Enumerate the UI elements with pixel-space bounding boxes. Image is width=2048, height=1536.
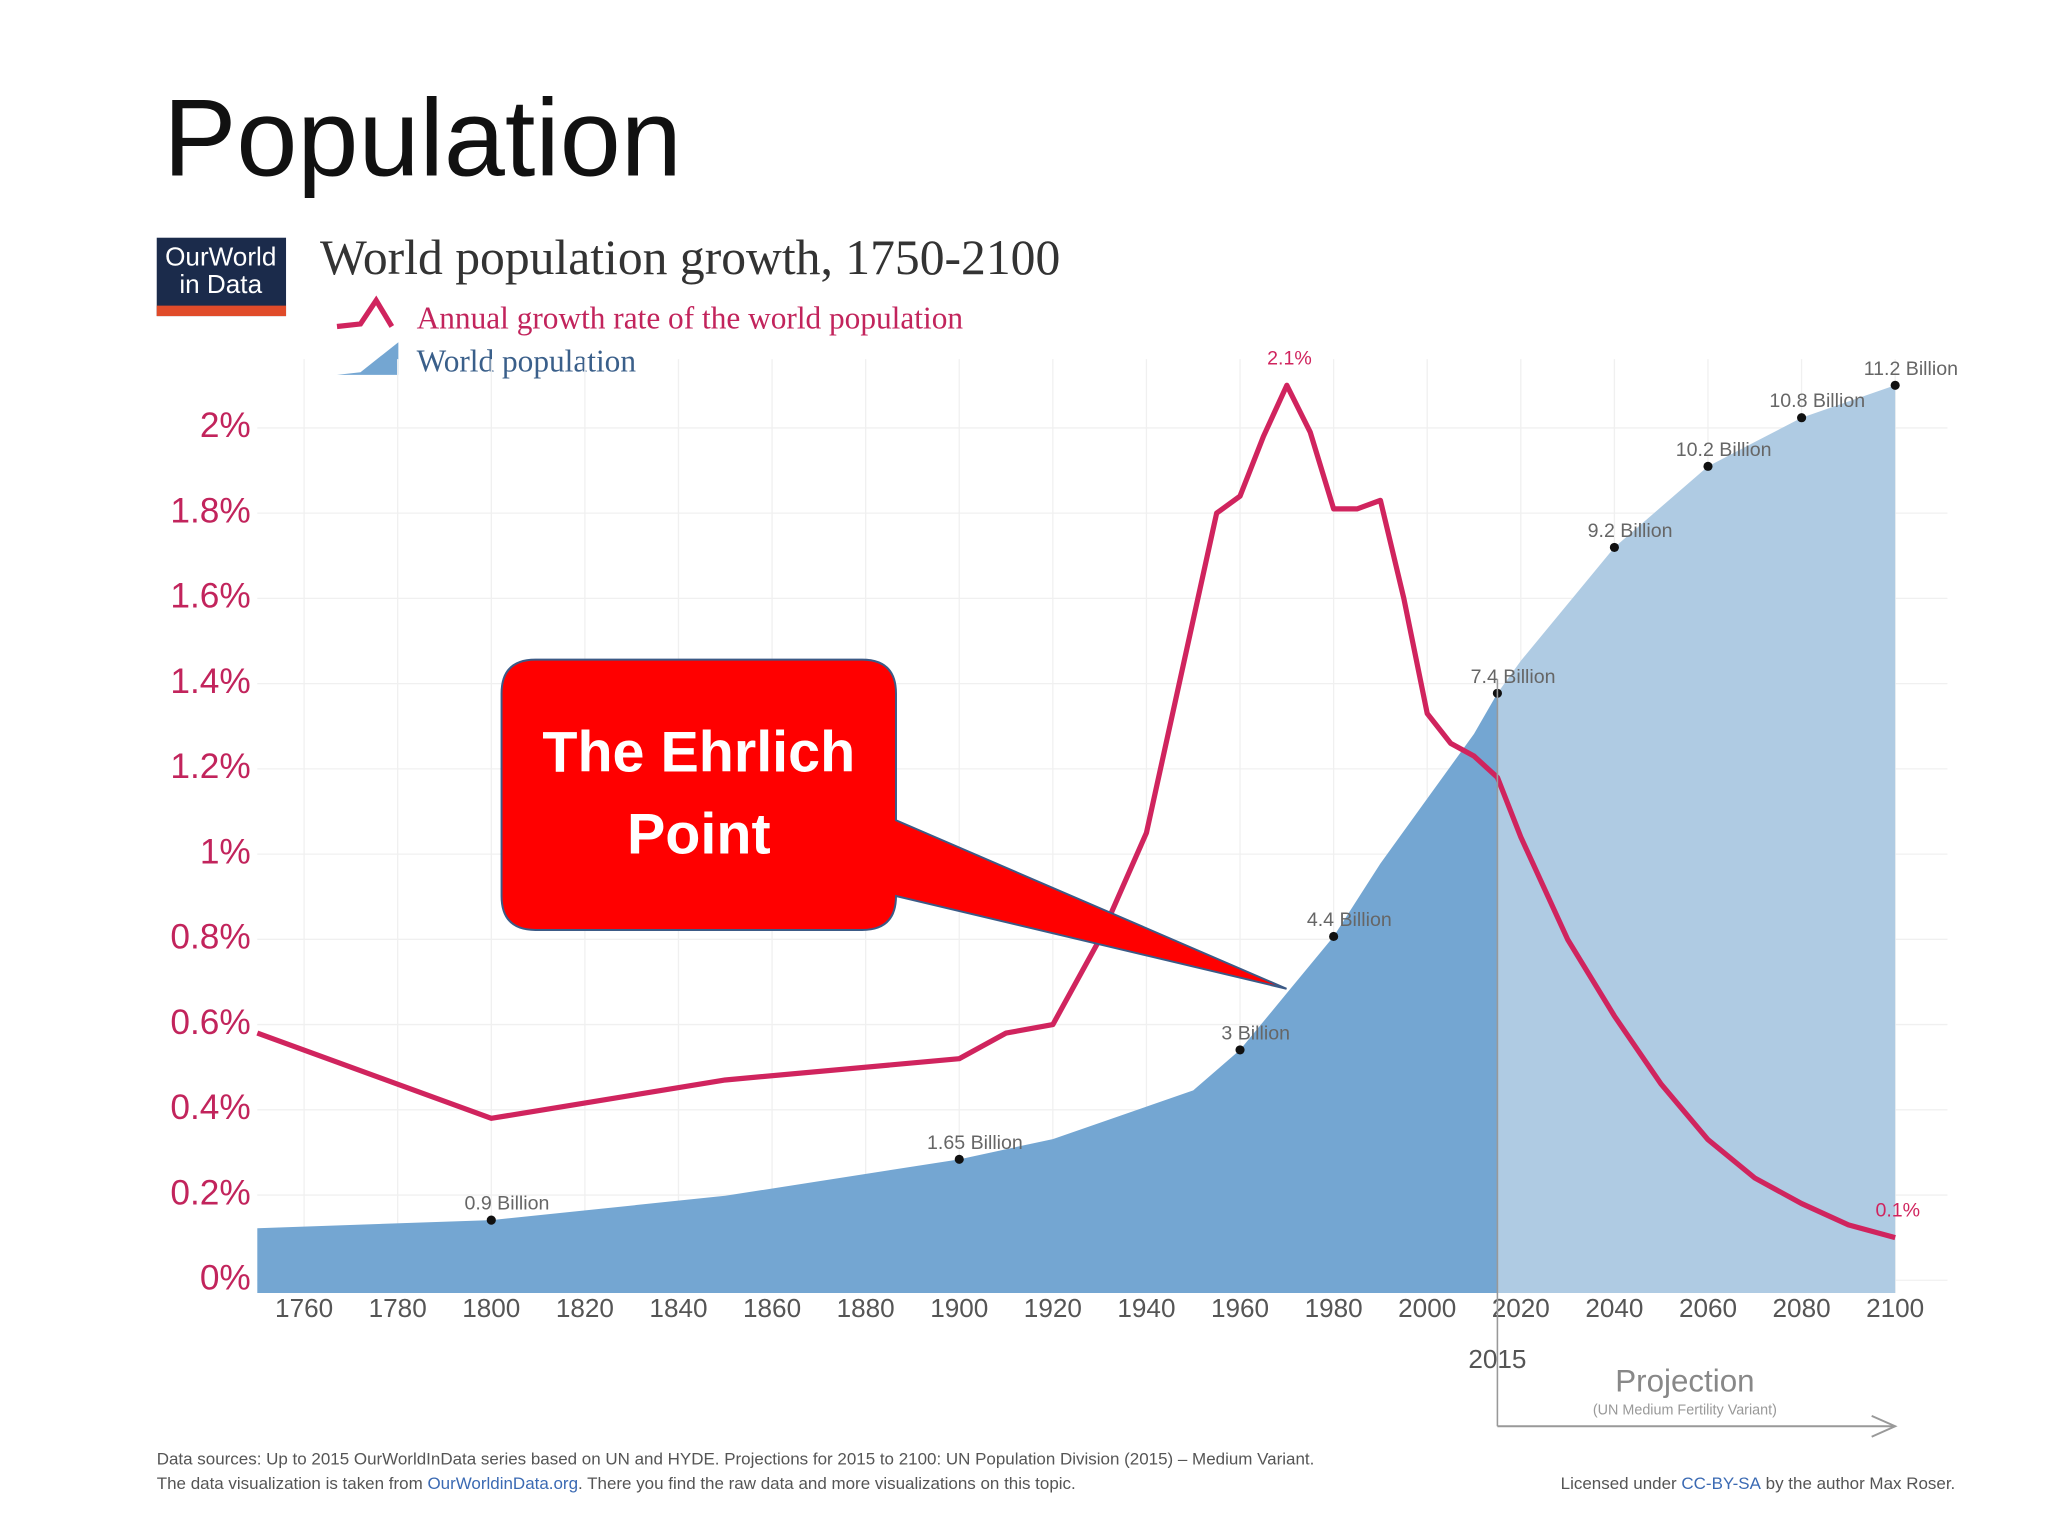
callout-text: Point <box>627 803 771 867</box>
y-tick-label: 1.6% <box>170 577 250 616</box>
data-point <box>1329 931 1339 942</box>
x-tick-label: 2060 <box>1679 1293 1737 1323</box>
area-historical <box>257 693 1498 1294</box>
logo-strip <box>156 305 287 317</box>
logo-text: OurWorld <box>165 242 276 272</box>
slide-title: Population <box>163 77 681 199</box>
y-tick-label: 0% <box>200 1259 251 1298</box>
y-tick-label: 1% <box>200 832 251 871</box>
data-point <box>486 1215 496 1225</box>
projection-year: 2015 <box>1468 1344 1526 1374</box>
data-label: 0.9 Billion <box>465 1193 550 1215</box>
footer-text: by the author Max Roser. <box>1761 1475 1955 1494</box>
chart-title: World population growth, 1750-2100 <box>320 230 1060 285</box>
data-point <box>1797 413 1807 423</box>
x-tick-label: 1880 <box>837 1293 895 1323</box>
data-label: 11.2 Billion <box>1864 358 1958 380</box>
projection-arrowhead <box>1871 1414 1898 1438</box>
legend-icon-line <box>336 295 395 330</box>
footer-text: Licensed under <box>1561 1475 1682 1494</box>
y-tick-label: 1.2% <box>170 747 250 786</box>
data-point <box>1609 542 1619 552</box>
y-tick-label: 0.2% <box>170 1173 250 1212</box>
footer-link[interactable]: OurWorldinData.org <box>427 1475 578 1494</box>
data-point <box>1703 461 1713 471</box>
legend-icon-area <box>336 342 399 375</box>
data-label: 7.4 Billion <box>1471 666 1556 688</box>
footer-sources: Data sources: Up to 2015 OurWorldInData … <box>157 1450 1315 1469</box>
projection-note: (UN Medium Fertility Variant) <box>1593 1402 1777 1418</box>
data-point <box>1890 380 1900 390</box>
x-tick-label: 1980 <box>1305 1293 1363 1323</box>
footer-visualization: The data visualization is taken from Our… <box>157 1475 1076 1494</box>
x-tick-label: 2020 <box>1492 1293 1550 1323</box>
x-tick-label: 1940 <box>1117 1293 1175 1323</box>
growth-line <box>256 382 1896 1241</box>
y-tick-label: 0.4% <box>170 1088 250 1127</box>
data-label: 0.1% <box>1875 1200 1920 1222</box>
x-tick-label: 2080 <box>1773 1293 1831 1323</box>
footer-license: Licensed under CC-BY-SA by the author Ma… <box>1561 1475 1956 1494</box>
data-label: 1.65 Billion <box>927 1132 1023 1154</box>
area-projection <box>1497 385 1896 1294</box>
y-tick-label: 2% <box>200 406 251 445</box>
x-tick-label: 1900 <box>930 1293 988 1323</box>
x-tick-label: 1960 <box>1211 1293 1269 1323</box>
projection-label: Projection <box>1615 1363 1754 1398</box>
x-tick-label: 1780 <box>369 1293 427 1323</box>
x-tick-label: 2040 <box>1585 1293 1643 1323</box>
legend-label: World population <box>417 344 637 379</box>
x-tick-label: 1820 <box>556 1293 614 1323</box>
data-label: 3 Billion <box>1221 1022 1290 1044</box>
logo-text: in Data <box>179 269 262 299</box>
x-tick-label: 2100 <box>1866 1293 1924 1323</box>
y-tick-label: 0.6% <box>170 1003 250 1042</box>
footer-text: The data visualization is taken from <box>157 1475 428 1494</box>
data-label: 4.4 Billion <box>1307 909 1392 931</box>
y-tick-label: 1.8% <box>170 491 250 530</box>
callout-text: The Ehrlich <box>542 720 855 784</box>
footer-link[interactable]: CC-BY-SA <box>1681 1475 1761 1494</box>
data-label: 10.8 Billion <box>1769 390 1865 412</box>
data-point <box>1235 1045 1245 1055</box>
y-tick-label: 1.4% <box>170 662 250 701</box>
x-tick-label: 1920 <box>1024 1293 1082 1323</box>
x-tick-label: 1760 <box>275 1293 333 1323</box>
overlay: 0% 0.2% 0.4% 0.6% 0.8% 1% 1.2% 1.4% 1.6% 1.8% 2% 17… <box>170 347 1958 1438</box>
y-tick-label: 0.8% <box>170 918 250 957</box>
data-point <box>954 1154 964 1164</box>
plot <box>257 359 1948 1294</box>
data-label: 2.1% <box>1267 347 1312 369</box>
x-tick-label: 2000 <box>1398 1293 1456 1323</box>
legend-label: Annual growth rate of the world populati… <box>417 300 964 335</box>
footer-text: . There you find the raw data and more v… <box>578 1475 1076 1494</box>
x-tick-label: 1860 <box>743 1293 801 1323</box>
callout <box>500 658 1287 990</box>
data-label: 9.2 Billion <box>1588 520 1673 542</box>
x-tick-label: 1840 <box>649 1293 707 1323</box>
logo-box <box>156 237 287 317</box>
data-label: 10.2 Billion <box>1676 439 1772 461</box>
x-tick-label: 1800 <box>462 1293 520 1323</box>
